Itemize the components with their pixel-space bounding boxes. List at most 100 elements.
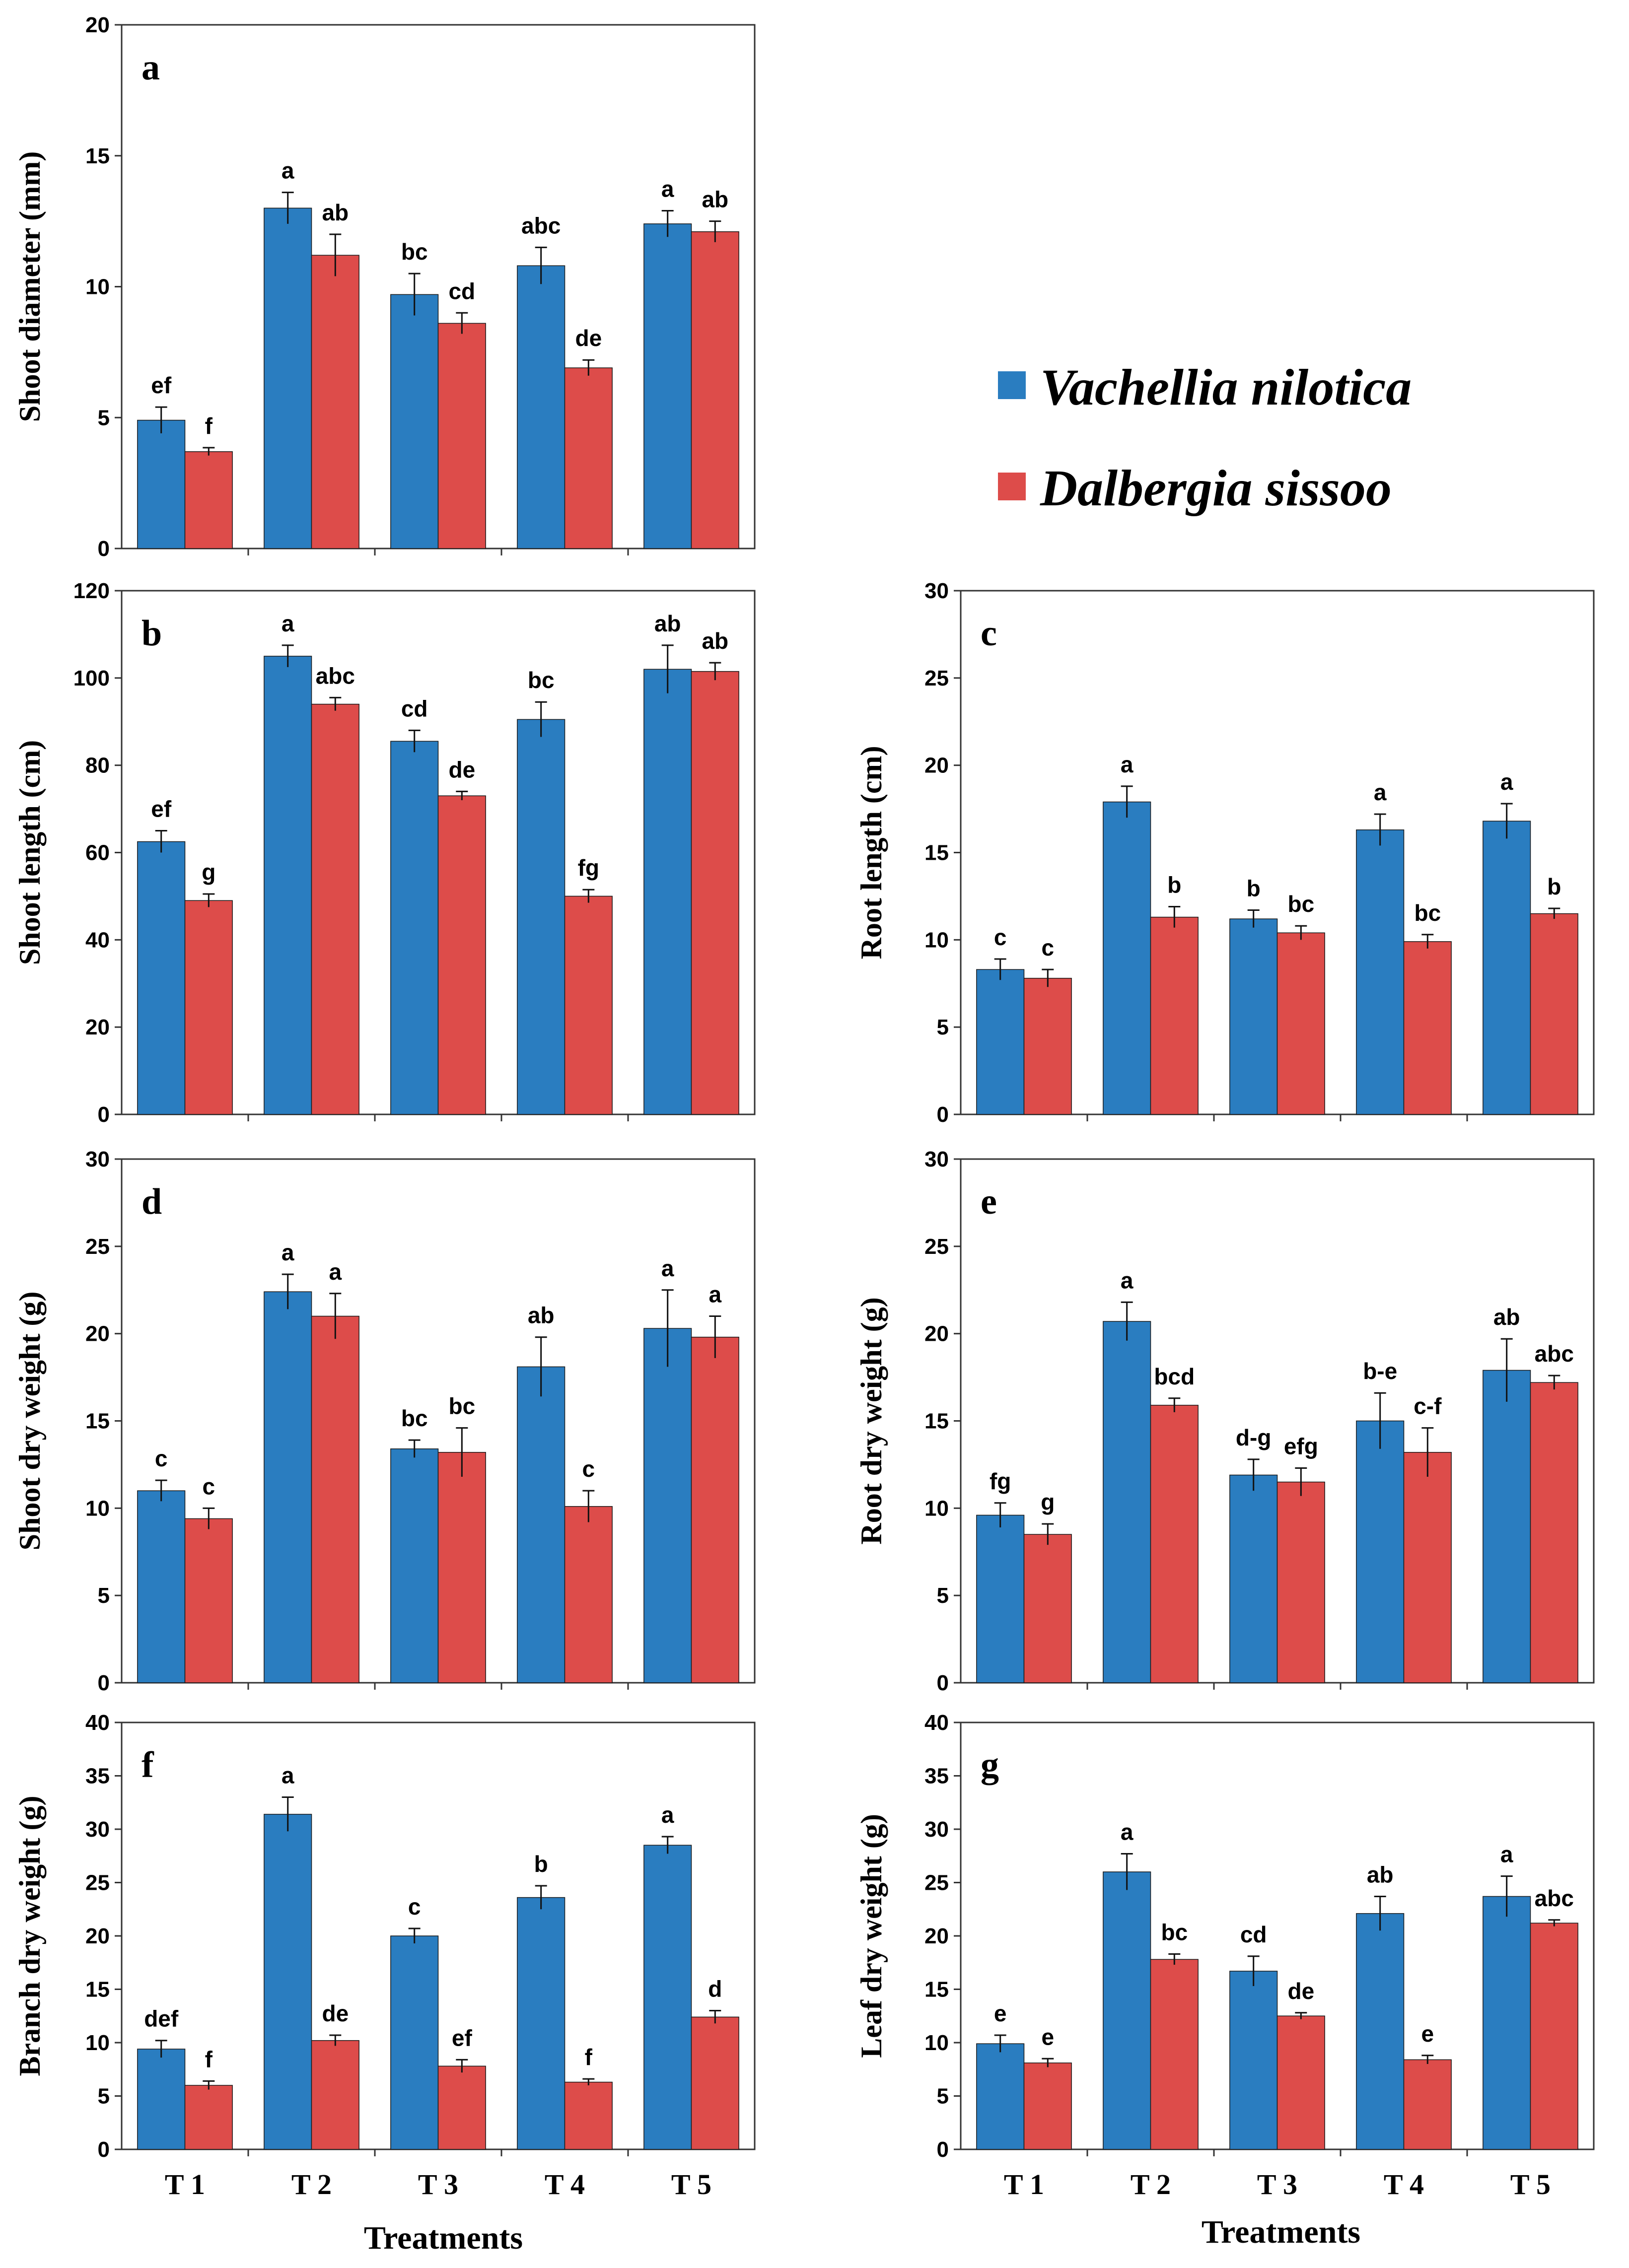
significance-letter: a (661, 1802, 674, 1828)
bar-dalbergia (311, 2040, 359, 2150)
bar-dalbergia (437, 795, 486, 1115)
y-tick-label: 5 (98, 2084, 110, 2109)
significance-letter: f (585, 2044, 593, 2070)
bar-vachellia (643, 223, 692, 549)
y-tick-label: 15 (85, 144, 110, 168)
significance-letter: bc (1414, 900, 1441, 926)
significance-letter: ef (151, 796, 172, 822)
significance-letter: c (1042, 935, 1055, 961)
bar-vachellia (643, 1845, 692, 2150)
legend-swatch-dalbergia (998, 473, 1026, 500)
significance-letter: cd (1240, 1922, 1267, 1947)
bar-dalbergia (184, 900, 233, 1115)
bar-vachellia (517, 1366, 566, 1683)
bar-vachellia (137, 1490, 186, 1683)
significance-letter: ab (1367, 1861, 1394, 1887)
significance-letter: abc (1535, 1885, 1574, 1911)
bar-dalbergia (1276, 2015, 1325, 2150)
y-axis-label: Root dry weight (g) (855, 1297, 888, 1544)
significance-letter: ab (654, 611, 681, 636)
bar-dalbergia (564, 1506, 613, 1683)
significance-letter: g (1041, 1489, 1055, 1515)
bar-vachellia (1229, 1474, 1278, 1683)
bar-dalbergia (311, 1315, 359, 1683)
bar-dalbergia (1150, 916, 1199, 1115)
significance-letter: b (1247, 876, 1261, 901)
bar-vachellia (1229, 918, 1278, 1115)
bar-vachellia (517, 719, 566, 1115)
bar-dalbergia (437, 1452, 486, 1683)
significance-letter: bc (1287, 891, 1314, 917)
x-axis-title-left: Treatments (364, 2220, 523, 2256)
significance-letter: cd (448, 278, 475, 304)
bar-vachellia (1103, 1321, 1151, 1683)
y-tick-label: 0 (937, 1102, 949, 1127)
significance-letter: e (994, 2000, 1007, 2026)
significance-letter: abc (1535, 1341, 1574, 1367)
bar-vachellia (390, 741, 439, 1115)
significance-letter: cd (401, 695, 428, 721)
bar-dalbergia (564, 2081, 613, 2150)
x-tick-label: T 3 (418, 2168, 458, 2200)
bar-dalbergia (437, 2065, 486, 2150)
significance-letter: ef (452, 2025, 473, 2051)
bar-dalbergia (1530, 1923, 1578, 2150)
y-tick-label: 10 (85, 275, 110, 299)
y-tick-label: 20 (924, 1322, 949, 1346)
y-tick-label: 30 (924, 1817, 949, 1842)
y-tick-label: 0 (937, 1671, 949, 1695)
y-tick-label: 30 (924, 579, 949, 603)
y-tick-label: 15 (924, 841, 949, 865)
bar-dalbergia (1023, 977, 1072, 1115)
y-tick-label: 5 (937, 1583, 949, 1608)
bar-vachellia (1356, 829, 1405, 1115)
significance-letter: a (282, 611, 294, 636)
y-tick-label: 20 (85, 1322, 110, 1346)
y-tick-label: 20 (85, 1015, 110, 1039)
bar-dalbergia (564, 367, 613, 549)
bar-vachellia (976, 2043, 1025, 2150)
significance-letter: c (408, 1894, 421, 1920)
x-tick-label: T 1 (165, 2168, 205, 2200)
x-tick-label: T 4 (545, 2168, 585, 2200)
significance-letter: c (155, 1445, 168, 1471)
y-tick-label: 20 (85, 13, 110, 37)
y-tick-label: 35 (85, 1764, 110, 1788)
significance-letter: b-e (1363, 1358, 1397, 1384)
x-tick-label: T 5 (1510, 2168, 1551, 2200)
bar-vachellia (1483, 821, 1531, 1115)
significance-letter: a (329, 1259, 342, 1285)
significance-letter: c (994, 924, 1007, 950)
y-tick-label: 0 (98, 1671, 110, 1695)
significance-letter: a (709, 1282, 722, 1307)
significance-letter: a (1500, 769, 1513, 795)
bar-dalbergia (564, 895, 613, 1115)
significance-letter: abc (316, 663, 355, 688)
y-tick-label: 120 (73, 579, 110, 603)
y-tick-label: 30 (85, 1147, 110, 1171)
bar-dalbergia (311, 703, 359, 1115)
bar-dalbergia (1276, 1481, 1325, 1683)
significance-letter: ab (322, 200, 349, 225)
y-tick-label: 15 (924, 1409, 949, 1434)
y-tick-label: 15 (924, 1978, 949, 2002)
bar-dalbergia (311, 255, 359, 549)
panel-label: f (142, 1745, 154, 1786)
significance-letter: fg (578, 855, 599, 881)
panel-g: 0 5 10 15 20 25 30 35 40 Leaf dry weight (g) g e e T … (855, 1711, 1595, 2200)
significance-letter: a (661, 176, 674, 202)
panel-label: c (981, 613, 997, 654)
y-tick-label: 30 (85, 1817, 110, 1842)
bar-vachellia (137, 841, 186, 1115)
bar-vachellia (1229, 1971, 1278, 2150)
y-tick-label: 5 (937, 2084, 949, 2109)
significance-letter: a (1121, 1267, 1133, 1293)
significance-letter: a (1500, 1842, 1513, 1867)
y-tick-label: 15 (85, 1409, 110, 1434)
bar-vachellia (1483, 1370, 1531, 1683)
